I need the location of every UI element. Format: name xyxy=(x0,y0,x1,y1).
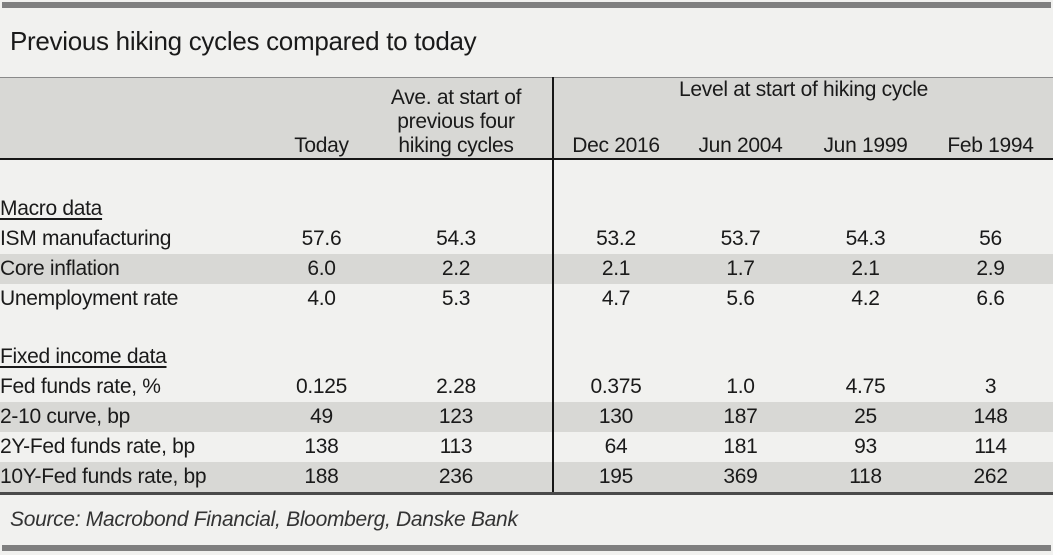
cell-jun-1999: 118 xyxy=(803,462,928,494)
cell-jun-2004: 369 xyxy=(678,462,803,494)
cell-feb-1994: 148 xyxy=(928,402,1053,432)
row-label: 2-10 curve, bp xyxy=(0,402,283,432)
cell-feb-1994: 262 xyxy=(928,462,1053,494)
cell-average: 236 xyxy=(360,462,553,494)
cell-dec-2016: 2.1 xyxy=(552,254,678,284)
row-label: ISM manufacturing xyxy=(0,227,172,250)
cell-today: 57.6 xyxy=(301,227,342,250)
row-label: 2Y-Fed funds rate, bp xyxy=(0,435,195,458)
cell-jun-2004: 1.7 xyxy=(678,254,803,284)
table-header: Today Ave. at start of previous four hik… xyxy=(0,77,1053,159)
table-row: Fed funds rate, % 0.125 2.28 0.375 1.0 4… xyxy=(0,372,1053,402)
cell-dec-2016: 0.375 xyxy=(552,372,678,402)
cell-dec-2016: 53.2 xyxy=(552,224,678,254)
row-label: Fed funds rate, % xyxy=(0,375,161,398)
cell-dec-2016: 195 xyxy=(552,462,678,494)
cell-jun-2004: 181 xyxy=(723,435,758,458)
column-header-jun-2004: Jun 2004 xyxy=(678,114,803,159)
table-row: ISM manufacturing 57.6 54.3 53.2 53.7 54… xyxy=(0,224,1053,254)
row-label: 10Y-Fed funds rate, bp xyxy=(0,462,283,494)
cell-average: 2.2 xyxy=(360,254,553,284)
cell-feb-1994: 114 xyxy=(974,435,1007,458)
cell-today: 6.0 xyxy=(283,254,360,284)
cell-jun-1999: 2.1 xyxy=(803,254,928,284)
column-header-jun-1999: Jun 1999 xyxy=(803,114,928,159)
cell-jun-1999: 4.2 xyxy=(851,287,880,310)
cell-today: 49 xyxy=(283,402,360,432)
hiking-cycles-table: Today Ave. at start of previous four hik… xyxy=(0,77,1053,495)
cell-today: 138 xyxy=(304,435,339,458)
table-row: Unemployment rate 4.0 5.3 4.7 5.6 4.2 6.… xyxy=(0,284,1053,314)
column-header-feb-1994: Feb 1994 xyxy=(928,114,1053,159)
cell-jun-2004: 5.6 xyxy=(726,287,755,310)
table-row: 10Y-Fed funds rate, bp 188 236 195 369 1… xyxy=(0,462,1053,494)
cell-jun-2004: 187 xyxy=(678,402,803,432)
spacer-row xyxy=(0,159,1053,194)
cell-today: 188 xyxy=(283,462,360,494)
cell-feb-1994: 2.9 xyxy=(928,254,1053,284)
cell-today: 4.0 xyxy=(307,287,336,310)
cell-average: 123 xyxy=(360,402,553,432)
cell-average: 54.3 xyxy=(436,227,476,250)
bottom-rule xyxy=(2,545,1051,551)
column-header-average-label: Ave. at start of previous four hiking cy… xyxy=(390,86,522,158)
figure-title: Previous hiking cycles compared to today xyxy=(10,26,477,56)
column-header-dec-2016: Dec 2016 xyxy=(552,114,678,159)
cell-feb-1994: 3 xyxy=(984,375,997,398)
header-empty-cell xyxy=(0,77,283,159)
cell-jun-1999: 4.75 xyxy=(845,375,886,398)
cell-feb-1994: 6.6 xyxy=(976,287,1005,310)
column-group-level-at-start: Level at start of hiking cycle xyxy=(551,77,1053,114)
cell-jun-1999: 54.3 xyxy=(845,227,886,250)
spacer-row xyxy=(0,314,1053,342)
section-header-row: Macro data xyxy=(0,194,1053,224)
cell-feb-1994: 56 xyxy=(979,227,1002,250)
row-label: Unemployment rate xyxy=(0,287,179,310)
column-header-today: Today xyxy=(283,77,360,159)
cell-dec-2016: 130 xyxy=(552,402,678,432)
cell-average: 2.28 xyxy=(436,375,476,398)
section-label-fixed-income-data: Fixed income data xyxy=(0,345,167,368)
section-header-row: Fixed income data xyxy=(0,342,1053,372)
cell-jun-1999: 93 xyxy=(854,435,877,458)
table-row: 2-10 curve, bp 49 123 130 187 25 148 xyxy=(0,402,1053,432)
cell-dec-2016: 64 xyxy=(552,432,678,462)
cell-today: 0.125 xyxy=(295,375,348,398)
column-header-average: Ave. at start of previous four hiking cy… xyxy=(360,77,553,159)
table-row: 2Y-Fed funds rate, bp 138 113 64 181 93 … xyxy=(0,432,1053,462)
top-rule xyxy=(2,2,1051,8)
cell-dec-2016: 4.7 xyxy=(552,284,678,314)
cell-average: 113 xyxy=(439,435,473,458)
cell-jun-1999: 25 xyxy=(803,402,928,432)
cell-jun-2004: 1.0 xyxy=(726,375,755,398)
row-label: Core inflation xyxy=(0,254,283,284)
section-label-macro-data: Macro data xyxy=(0,197,103,220)
cell-jun-2004: 53.7 xyxy=(720,227,761,250)
table-row: Core inflation 6.0 2.2 2.1 1.7 2.1 2.9 xyxy=(0,254,1053,284)
source-note: Source: Macrobond Financial, Bloomberg, … xyxy=(10,508,518,531)
cell-average: 5.3 xyxy=(441,287,471,310)
